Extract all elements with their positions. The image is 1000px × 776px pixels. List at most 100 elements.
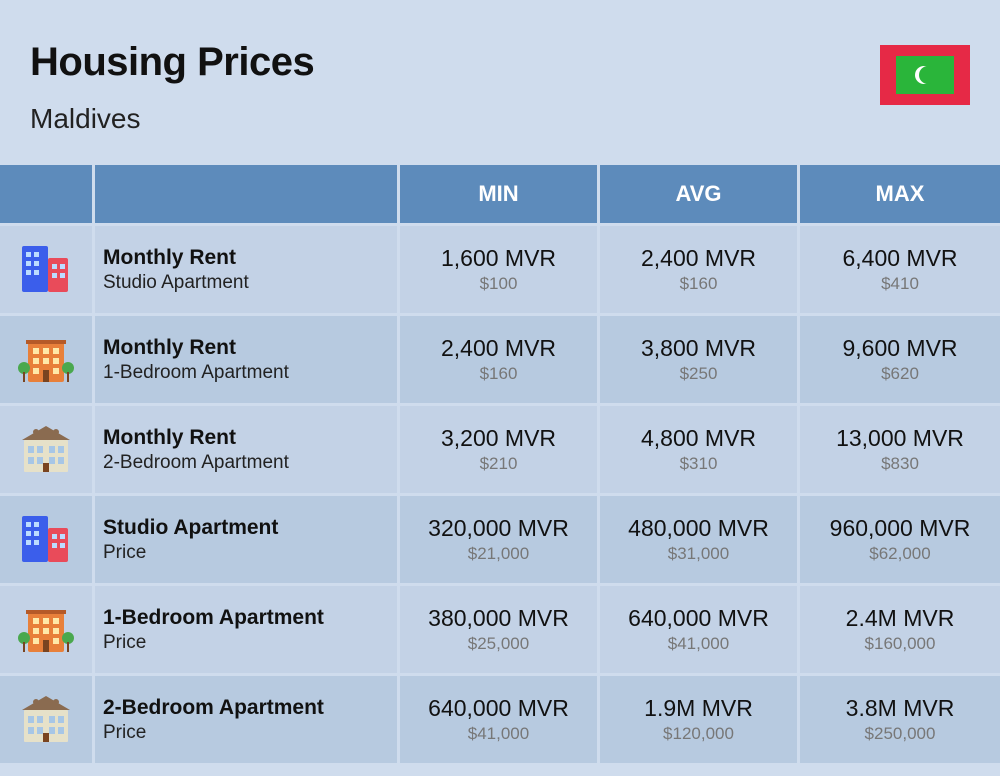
table-header-row: MIN AVG MAX — [0, 165, 1000, 223]
avg-value: 480,000 MVR — [628, 515, 769, 542]
row-avg-cell: 640,000 MVR $41,000 — [600, 586, 800, 673]
flag-crescent-icon — [919, 66, 937, 84]
row-icon-cell — [0, 586, 95, 673]
row-icon-cell — [0, 226, 95, 313]
row-min-cell: 380,000 MVR $25,000 — [400, 586, 600, 673]
min-usd: $210 — [480, 454, 518, 474]
th-max: MAX — [800, 165, 1000, 223]
table-row: Studio Apartment Price 320,000 MVR $21,0… — [0, 493, 1000, 583]
min-usd: $100 — [480, 274, 518, 294]
min-usd: $25,000 — [468, 634, 529, 654]
row-subtitle: Price — [103, 632, 146, 654]
row-max-cell: 3.8M MVR $250,000 — [800, 676, 1000, 763]
pricing-table: MIN AVG MAX Monthly Rent Studio Apartmen… — [0, 165, 1000, 763]
table-row: 2-Bedroom Apartment Price 640,000 MVR $4… — [0, 673, 1000, 763]
table-body: Monthly Rent Studio Apartment 1,600 MVR … — [0, 223, 1000, 763]
row-title: 2-Bedroom Apartment — [103, 696, 324, 720]
row-subtitle: 2-Bedroom Apartment — [103, 452, 289, 474]
row-avg-cell: 2,400 MVR $160 — [600, 226, 800, 313]
min-value: 640,000 MVR — [428, 695, 569, 722]
min-value: 3,200 MVR — [441, 425, 556, 452]
min-usd: $160 — [480, 364, 518, 384]
avg-value: 2,400 MVR — [641, 245, 756, 272]
max-usd: $250,000 — [865, 724, 936, 744]
max-value: 2.4M MVR — [846, 605, 955, 632]
th-min: MIN — [400, 165, 600, 223]
table-row: Monthly Rent 2-Bedroom Apartment 3,200 M… — [0, 403, 1000, 493]
row-subtitle: Price — [103, 542, 146, 564]
max-usd: $62,000 — [869, 544, 930, 564]
avg-usd: $31,000 — [668, 544, 729, 564]
row-label-cell: 2-Bedroom Apartment Price — [95, 676, 400, 763]
building-icon — [16, 420, 76, 480]
row-min-cell: 3,200 MVR $210 — [400, 406, 600, 493]
row-icon-cell — [0, 316, 95, 403]
avg-usd: $160 — [680, 274, 718, 294]
table-row: 1-Bedroom Apartment Price 380,000 MVR $2… — [0, 583, 1000, 673]
th-icon — [0, 165, 95, 223]
th-label — [95, 165, 400, 223]
min-value: 320,000 MVR — [428, 515, 569, 542]
row-avg-cell: 4,800 MVR $310 — [600, 406, 800, 493]
row-avg-cell: 480,000 MVR $31,000 — [600, 496, 800, 583]
building-icon — [16, 240, 76, 300]
flag-icon — [880, 45, 970, 105]
avg-value: 3,800 MVR — [641, 335, 756, 362]
header-text: Housing Prices Maldives — [30, 40, 314, 135]
row-avg-cell: 3,800 MVR $250 — [600, 316, 800, 403]
row-icon-cell — [0, 676, 95, 763]
table-row: Monthly Rent Studio Apartment 1,600 MVR … — [0, 223, 1000, 313]
country-name: Maldives — [30, 103, 314, 135]
min-value: 380,000 MVR — [428, 605, 569, 632]
max-usd: $830 — [881, 454, 919, 474]
row-avg-cell: 1.9M MVR $120,000 — [600, 676, 800, 763]
row-min-cell: 1,600 MVR $100 — [400, 226, 600, 313]
row-max-cell: 9,600 MVR $620 — [800, 316, 1000, 403]
building-icon — [16, 330, 76, 390]
row-max-cell: 960,000 MVR $62,000 — [800, 496, 1000, 583]
row-label-cell: Monthly Rent 2-Bedroom Apartment — [95, 406, 400, 493]
th-avg: AVG — [600, 165, 800, 223]
row-subtitle: 1-Bedroom Apartment — [103, 362, 289, 384]
row-min-cell: 2,400 MVR $160 — [400, 316, 600, 403]
row-icon-cell — [0, 496, 95, 583]
building-icon — [16, 510, 76, 570]
min-usd: $41,000 — [468, 724, 529, 744]
avg-value: 1.9M MVR — [644, 695, 753, 722]
max-value: 6,400 MVR — [842, 245, 957, 272]
max-usd: $620 — [881, 364, 919, 384]
row-title: Monthly Rent — [103, 426, 236, 450]
min-value: 2,400 MVR — [441, 335, 556, 362]
avg-usd: $120,000 — [663, 724, 734, 744]
row-max-cell: 2.4M MVR $160,000 — [800, 586, 1000, 673]
max-usd: $160,000 — [865, 634, 936, 654]
row-icon-cell — [0, 406, 95, 493]
row-subtitle: Studio Apartment — [103, 272, 249, 294]
max-value: 3.8M MVR — [846, 695, 955, 722]
row-max-cell: 13,000 MVR $830 — [800, 406, 1000, 493]
row-min-cell: 320,000 MVR $21,000 — [400, 496, 600, 583]
max-value: 9,600 MVR — [842, 335, 957, 362]
row-label-cell: Studio Apartment Price — [95, 496, 400, 583]
table-row: Monthly Rent 1-Bedroom Apartment 2,400 M… — [0, 313, 1000, 403]
row-title: Studio Apartment — [103, 516, 278, 540]
building-icon — [16, 690, 76, 750]
max-usd: $410 — [881, 274, 919, 294]
max-value: 13,000 MVR — [836, 425, 964, 452]
row-min-cell: 640,000 MVR $41,000 — [400, 676, 600, 763]
avg-value: 4,800 MVR — [641, 425, 756, 452]
avg-value: 640,000 MVR — [628, 605, 769, 632]
row-label-cell: 1-Bedroom Apartment Price — [95, 586, 400, 673]
row-title: Monthly Rent — [103, 246, 236, 270]
row-title: Monthly Rent — [103, 336, 236, 360]
avg-usd: $310 — [680, 454, 718, 474]
row-title: 1-Bedroom Apartment — [103, 606, 324, 630]
min-value: 1,600 MVR — [441, 245, 556, 272]
row-max-cell: 6,400 MVR $410 — [800, 226, 1000, 313]
flag-inner — [896, 56, 954, 94]
avg-usd: $250 — [680, 364, 718, 384]
row-label-cell: Monthly Rent Studio Apartment — [95, 226, 400, 313]
min-usd: $21,000 — [468, 544, 529, 564]
row-subtitle: Price — [103, 722, 146, 744]
avg-usd: $41,000 — [668, 634, 729, 654]
